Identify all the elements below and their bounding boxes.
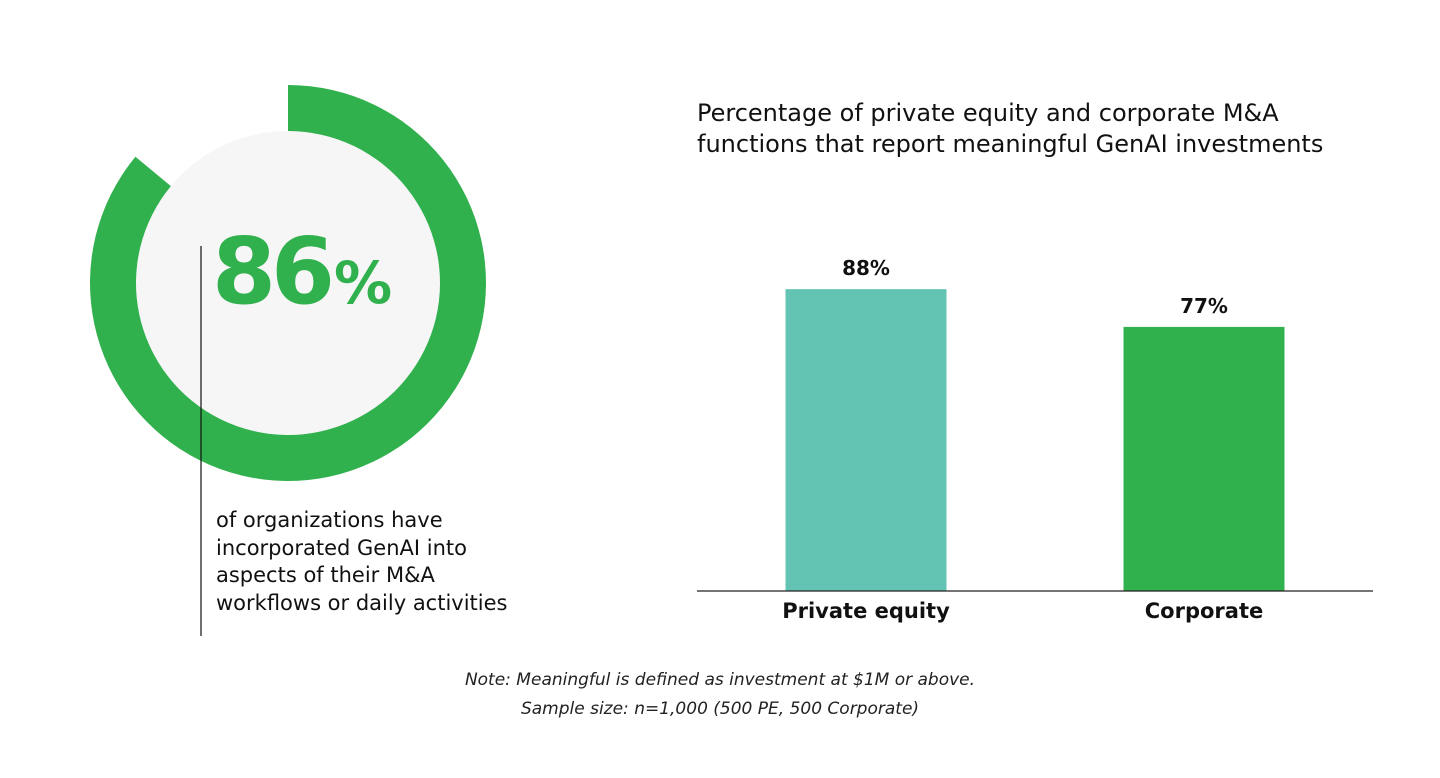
- stat-caption-line: aspects of their M&A: [216, 563, 435, 587]
- bar-corporate: [1123, 326, 1285, 591]
- data-label: 77%: [1180, 294, 1228, 318]
- chart-title: Percentage of private equity and corpora…: [697, 98, 1397, 160]
- chart-title-line: functions that report meaningful GenAI i…: [697, 130, 1324, 158]
- stat-caption-line: of organizations have: [216, 508, 443, 532]
- chart-title-line: Percentage of private equity and corpora…: [697, 99, 1279, 127]
- stat-caption: of organizations have incorporated GenAI…: [216, 507, 546, 617]
- stat-number: 86 %: [212, 226, 392, 318]
- footnote: Note: Meaningful is defined as investmen…: [0, 666, 1440, 724]
- category-label: Corporate: [1145, 599, 1263, 623]
- stat-caption-line: workflows or daily activities: [216, 590, 508, 615]
- footnote-line: Sample size: n=1,000 (500 PE, 500 Corpor…: [520, 699, 920, 719]
- stat-unit: %: [334, 249, 393, 317]
- footnote-line: Note: Meaningful is defined as investmen…: [464, 670, 976, 690]
- data-label: 88%: [842, 256, 890, 280]
- stat-value: 86: [212, 218, 335, 325]
- donut-inner-circle: [136, 131, 440, 435]
- stat-caption-line: incorporated GenAI into: [216, 535, 467, 560]
- category-label: Private equity: [782, 599, 950, 623]
- bar-private-equity: [785, 289, 947, 591]
